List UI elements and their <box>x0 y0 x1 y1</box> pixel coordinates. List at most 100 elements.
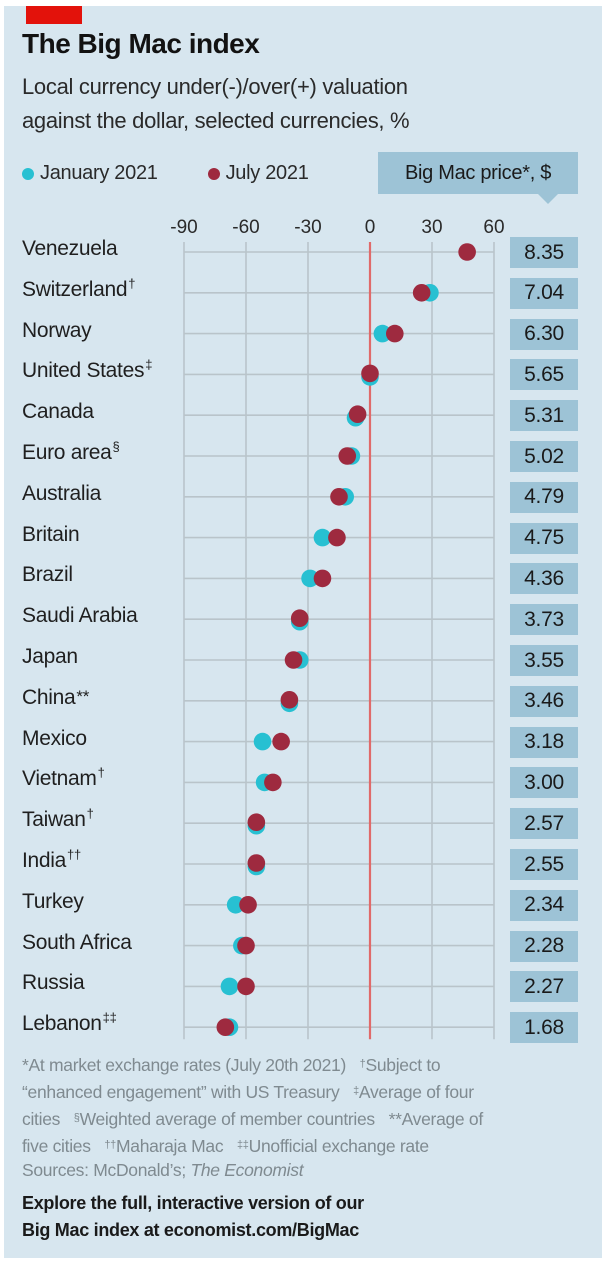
sources: Sources: McDonald’s; The Economist <box>22 1160 304 1181</box>
footnote-mark: ‡ <box>353 1085 359 1097</box>
x-tick-label: -60 <box>232 217 259 238</box>
country-name: South Africa <box>22 930 132 954</box>
country-name: Russia <box>22 971 85 995</box>
price-value-united-states: 5.65 <box>510 359 578 391</box>
dot-january-russia <box>220 977 239 996</box>
legend-dot-january-icon <box>22 167 34 180</box>
row-label-china: China** <box>22 686 89 710</box>
dot-july-mexico <box>272 732 290 751</box>
row-label-australia: Australia <box>22 482 101 506</box>
dot-july-vietnam <box>264 773 282 792</box>
legend: January 2021 July 2021 <box>22 162 359 185</box>
country-name: Saudi Arabia <box>22 604 138 628</box>
dot-july-india <box>247 854 266 872</box>
footnote-line-1: *At market exchange rates (July 20th 202… <box>22 1052 592 1079</box>
country-name: Vietnam <box>22 767 97 791</box>
country-name: India <box>22 849 67 872</box>
explore-line-2[interactable]: Big Mac index at economist.com/BigMac <box>22 1220 359 1240</box>
country-name: China <box>22 685 76 709</box>
footnote-mark: †† <box>104 1139 116 1151</box>
price-header-pointer-icon <box>538 194 558 204</box>
footnote-unofficial-rate: Unofficial exchange rate <box>248 1136 430 1156</box>
row-label-vietnam: Vietnam† <box>22 765 105 791</box>
dot-july-saudi-arabia <box>290 609 309 627</box>
sources-prefix: Sources: McDonald’s; <box>22 1160 191 1180</box>
price-value-china: 3.46 <box>510 685 578 717</box>
country-name: Australia <box>22 481 102 505</box>
dot-january-brazil <box>301 569 319 588</box>
price-value-brazil: 4.36 <box>510 563 578 595</box>
dot-july-brazil <box>313 569 332 588</box>
dot-july-britain <box>328 528 346 547</box>
price-value-turkey: 2.34 <box>510 889 578 921</box>
price-value-saudi-arabia: 3.73 <box>510 604 578 636</box>
dot-july-australia <box>330 488 348 506</box>
subtitle-line-2: against the dollar, selected currencies,… <box>22 108 410 133</box>
country-name: Lebanon <box>22 1012 102 1036</box>
dot-january-britain <box>313 528 332 547</box>
price-value-japan: 3.55 <box>510 645 578 676</box>
row-label-india: India†† <box>22 847 81 873</box>
row-label-venezuela: Venezuela <box>22 237 118 261</box>
dot-july-switzerland <box>412 284 431 302</box>
footnotes: *At market exchange rates (July 20th 202… <box>22 1052 592 1160</box>
dot-july-china <box>280 691 299 709</box>
legend-label-july: July 2021 <box>225 162 309 184</box>
chart-panel <box>4 6 602 1258</box>
price-value-switzerland: 7.04 <box>510 277 578 309</box>
legend-dot-july-icon <box>207 167 220 180</box>
price-value-south-africa: 2.28 <box>510 930 578 962</box>
dot-july-taiwan <box>247 813 266 831</box>
x-tick-label: 30 <box>421 217 442 238</box>
row-label-lebanon: Lebanon‡‡ <box>22 1010 117 1036</box>
footnote-line-3: cities §Weighted average of member count… <box>22 1106 592 1133</box>
footnote-mark: § <box>73 1112 80 1124</box>
footnote-mark: ‡‡ <box>102 1010 117 1026</box>
footnote-line-2: “enhanced engagement” with US Treasury ‡… <box>22 1079 592 1106</box>
price-column-header: Big Mac price*, $ <box>378 152 578 204</box>
footnote-line-4: five cities ††Maharaja Mac ‡‡Unofficial … <box>22 1133 592 1160</box>
legend-label-january: January 2021 <box>40 162 158 184</box>
row-label-russia: Russia <box>22 971 85 995</box>
footnote-mark: ** <box>76 686 90 706</box>
x-tick-label: 0 <box>365 217 376 238</box>
footnote-average-of: **Average of <box>388 1109 484 1129</box>
row-label-united-states: United States‡ <box>22 357 153 383</box>
row-label-japan: Japan <box>22 645 78 669</box>
price-value-mexico: 3.18 <box>510 726 578 758</box>
price-value-india: 2.55 <box>510 849 578 880</box>
row-label-britain: Britain <box>22 522 80 547</box>
footnote-mark: † <box>359 1058 366 1070</box>
price-value-vietnam: 3.00 <box>510 767 578 799</box>
dot-july-united-states <box>361 364 379 383</box>
footnote-mark: ‡ <box>145 357 153 373</box>
chart-subtitle: Local currency under(-)/over(+) valuatio… <box>22 70 582 138</box>
x-tick-label: -90 <box>170 217 197 238</box>
dot-july-venezuela <box>458 243 476 261</box>
dot-july-japan <box>284 651 303 669</box>
price-value-australia: 4.79 <box>510 481 578 513</box>
price-value-britain: 4.75 <box>510 522 578 554</box>
country-name: Britain <box>22 522 80 546</box>
footnote-mark: ‡‡ <box>236 1139 249 1151</box>
footnote-mark: † <box>128 275 136 291</box>
footnote-five-cities: five cities <box>22 1136 91 1156</box>
dot-january-turkey <box>226 896 245 914</box>
country-name: Taiwan <box>22 808 86 832</box>
price-value-euro-area: 5.02 <box>510 441 578 472</box>
dot-january-mexico <box>253 732 272 751</box>
dot-july-euro-area <box>338 447 357 465</box>
dot-july-south-africa <box>237 936 255 955</box>
country-name: United States <box>22 359 145 383</box>
explore-link-text[interactable]: Explore the full, interactive version of… <box>22 1190 364 1244</box>
explore-line-1: Explore the full, interactive version of… <box>22 1193 364 1213</box>
economist-red-tag <box>26 6 82 24</box>
price-value-venezuela: 8.35 <box>510 237 578 268</box>
x-tick-label: 60 <box>483 217 504 238</box>
footnote-enhanced-engagement: “enhanced engagement” with US Treasury <box>22 1082 340 1102</box>
country-name: Japan <box>22 645 78 668</box>
country-name: Turkey <box>22 889 84 913</box>
country-name: Canada <box>22 400 94 424</box>
price-value-norway: 6.30 <box>510 318 578 350</box>
